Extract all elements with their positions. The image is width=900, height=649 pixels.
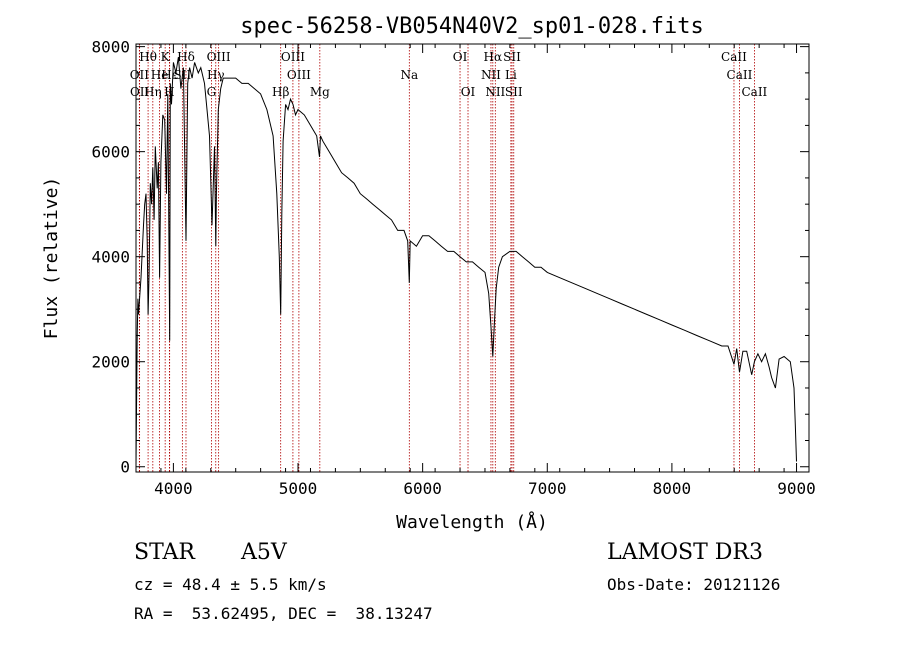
y-tick-label: 0 [120,458,130,477]
line-marker-label: Hα [484,50,503,64]
line-marker-label: OIII [207,50,231,64]
line-marker-label: CaII [741,85,767,99]
x-tick-label: 7000 [528,479,567,498]
line-marker-label: OIII [281,50,305,64]
y-tick-label: 6000 [91,143,130,162]
x-tick-label: 9000 [777,479,816,498]
line-marker-label: Hθ [139,50,157,64]
line-marker-label: OI [461,85,476,99]
line-marker-label: G [207,85,217,99]
line-marker-label: Hβ [272,85,289,99]
line-marker-label: K [161,50,171,64]
y-tick-label: 2000 [91,353,130,372]
line-marker-label: He [151,68,169,82]
line-marker-label: Mg [310,85,330,99]
line-marker-label: OIII [287,68,311,82]
line-marker-label: NII [481,68,501,82]
x-tick-label: 4000 [154,479,193,498]
spectral-subclass: A5V [241,540,287,565]
line-marker-label: Hδ [177,50,195,64]
line-marker-label: Na [400,68,418,82]
line-marker-label: Li [505,68,517,82]
line-marker-label: Hγ [207,68,225,82]
redshift-velocity: cz = 48.4 ± 5.5 km/s [134,575,327,594]
x-axis: 4000 5000 6000 7000 8000 9000 [135,44,816,498]
line-marker-label: CaII [721,50,747,64]
line-marker-label: CaII [727,68,753,82]
line-marker-label: H [164,85,174,99]
emission-line-markers [138,44,755,472]
ra-dec-coordinates: RA = 53.62495, DEC = 38.13247 [134,604,433,623]
x-tick-label: 8000 [653,479,692,498]
line-marker-label: NII [485,85,505,99]
line-marker-label: OII [130,85,150,99]
x-tick-label: 6000 [403,479,442,498]
plot-frame [135,43,810,473]
y-axis: 0 2000 4000 6000 8000 [91,38,809,477]
y-tick-label: 4000 [91,248,130,267]
spectrum-line [135,57,797,467]
survey-name: LAMOST DR3 [607,540,763,565]
object-class: STAR [134,540,195,565]
chart-title: spec-56258-VB054N40V2_sp01-028.fits [240,14,704,39]
line-marker-label: SII [505,85,523,99]
spectrum-chart: spec-56258-VB054N40V2_sp01-028.fits Hθ OI… [41,14,816,533]
line-marker-label: Hη [144,85,162,99]
x-axis-label: Wavelength (Å) [396,511,548,533]
line-marker-label: Hε [161,68,178,82]
line-marker-label: OI [453,50,468,64]
y-axis-label: Flux (relative) [41,177,62,340]
x-tick-label: 5000 [279,479,318,498]
line-marker-label: SII [503,50,521,64]
y-tick-label: 8000 [91,38,130,57]
observation-date: Obs-Date: 20121126 [607,575,781,594]
line-marker-label: OII [130,68,150,82]
